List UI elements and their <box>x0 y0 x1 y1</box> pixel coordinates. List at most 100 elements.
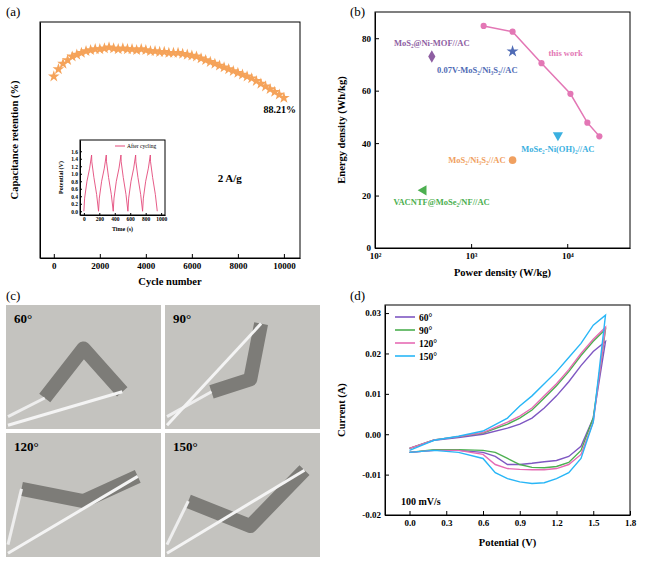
photo-detail <box>45 348 123 398</box>
axis: 020406080 <box>362 13 379 254</box>
tick: 0.2 <box>71 201 82 207</box>
axis-line <box>81 215 166 216</box>
panel-label: (c) <box>6 288 20 303</box>
tick: 1.4 <box>71 156 82 162</box>
series-label: 0.07V-MoS₂/Ni₃S₂//AC <box>437 65 517 75</box>
tick-mark <box>385 313 389 314</box>
legend-swatch <box>395 355 415 357</box>
data-point <box>538 60 544 66</box>
legend-label: 120° <box>419 339 437 349</box>
data-point <box>509 29 515 35</box>
photo-detail <box>167 501 188 544</box>
tick: 0 <box>83 213 86 222</box>
tick: 1.2 <box>71 164 82 170</box>
tick-label: 1.2 <box>551 518 563 528</box>
tick-mark <box>385 475 389 476</box>
tick-label: 1.4 <box>71 156 78 162</box>
tick-mark <box>80 196 82 197</box>
tick: 10⁴ <box>562 244 574 261</box>
tick-label: 0 <box>83 216 86 222</box>
tick: 6000 <box>183 254 202 271</box>
tick-mark <box>161 213 162 215</box>
axis: 0.00.20.40.60.81.01.21.41.6 <box>71 141 82 216</box>
data-point <box>428 50 435 62</box>
tick-label: 0.00 <box>365 430 381 440</box>
plot-frame <box>40 22 300 258</box>
tick: 8000 <box>229 254 248 271</box>
tick-label: 600 <box>127 216 136 222</box>
data-point <box>567 91 573 97</box>
tick-label: 0.01 <box>365 389 381 399</box>
tick-label: 0.8 <box>71 179 78 185</box>
plot-frame <box>80 140 165 215</box>
tick: 0.02 <box>365 349 389 359</box>
photo-detail <box>167 324 261 426</box>
axis-title: Time (s) <box>112 226 133 233</box>
tick-mark <box>192 254 193 258</box>
legend-label: 90° <box>419 326 433 336</box>
tick-label: 1000 <box>156 216 167 222</box>
photo-label: 90° <box>173 311 191 326</box>
tick-mark <box>446 511 447 515</box>
tick: 0.03 <box>365 308 389 318</box>
data-line <box>84 155 157 211</box>
data-point <box>507 45 519 56</box>
tick-mark <box>385 515 389 516</box>
photo-detail <box>188 470 304 526</box>
plot-frame <box>385 305 630 515</box>
tick-mark <box>99 213 100 215</box>
tick: 10000 <box>273 254 296 271</box>
tick: -0.02 <box>362 510 389 520</box>
tick-label: 0.6 <box>71 186 78 192</box>
tick-mark <box>557 511 558 515</box>
tick-mark <box>375 248 379 249</box>
tick-label: 1.0 <box>71 171 78 177</box>
tick-label: 40 <box>362 138 372 148</box>
tick-label: 10⁴ <box>562 251 574 261</box>
tick-label: -0.01 <box>362 470 381 480</box>
tick: 0.3 <box>441 511 453 528</box>
legend-label: 150° <box>419 352 437 362</box>
tick-label: 80 <box>362 34 372 44</box>
tick-mark <box>80 159 82 160</box>
tick: 600 <box>127 213 136 222</box>
data-line <box>410 315 606 483</box>
tick-label: 1.8 <box>625 518 637 528</box>
tick-label: 0.6 <box>478 518 490 528</box>
tick-mark <box>80 204 82 205</box>
photo-detail <box>8 398 45 417</box>
tick-mark <box>238 254 239 258</box>
photo-detail <box>8 476 138 553</box>
tick-mark <box>567 244 568 248</box>
photo <box>6 305 161 429</box>
axis-title: Power density (W/kg) <box>454 267 552 279</box>
annotation: 2 A/g <box>218 172 243 184</box>
axis <box>40 23 41 259</box>
tick-mark <box>54 254 55 258</box>
axis-line <box>80 141 81 216</box>
tick-mark <box>593 511 594 515</box>
tick-label: 8000 <box>229 261 248 271</box>
data-point <box>278 92 290 103</box>
tick-label: 60 <box>362 86 372 96</box>
tick-mark <box>115 213 116 215</box>
legend-swatch <box>395 329 415 331</box>
data-point <box>481 23 487 29</box>
plot-area <box>48 41 290 103</box>
tick-label: 800 <box>142 216 151 222</box>
tick: 80 <box>362 34 379 44</box>
tick-mark <box>385 434 389 435</box>
axis-line <box>385 306 386 516</box>
tick: 10³ <box>466 244 478 261</box>
photo <box>165 433 320 557</box>
tick: 400 <box>111 213 120 222</box>
tick: 0.9 <box>515 511 527 528</box>
tick: 0.0 <box>71 209 82 215</box>
tick-mark <box>80 151 82 152</box>
tick-mark <box>80 166 82 167</box>
tick: 1.8 <box>625 511 637 528</box>
axis-title: Potential (V) <box>479 537 537 549</box>
data-point <box>553 132 563 141</box>
photo-detail <box>167 470 305 553</box>
legend-swatch <box>395 342 415 344</box>
